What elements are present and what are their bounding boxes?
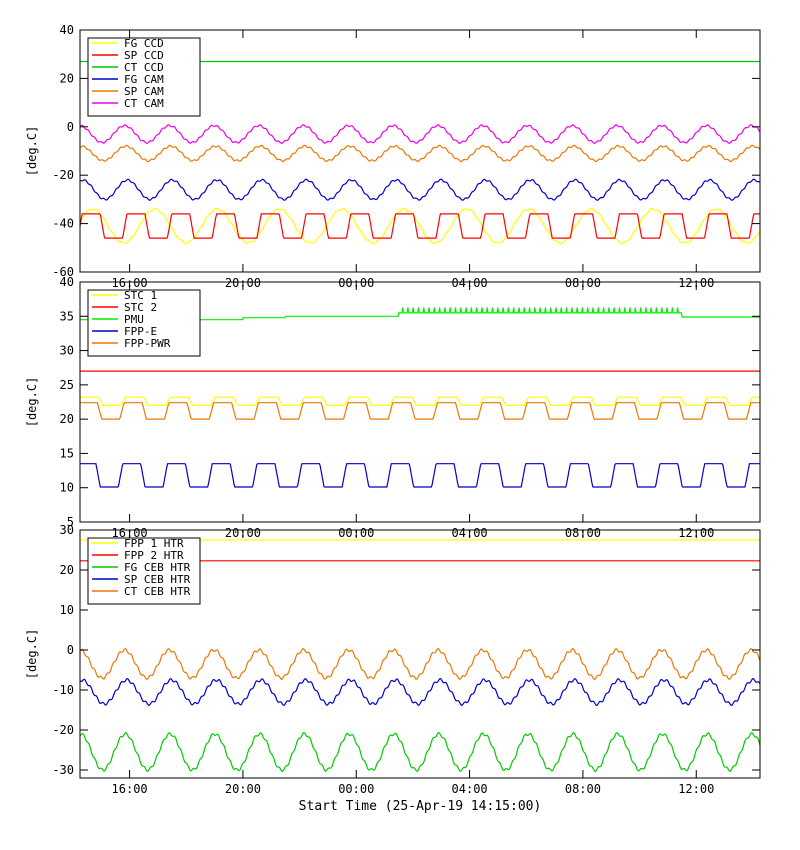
legend-entry: SP CAM [124,85,164,98]
series-line-fg-ccd [80,207,760,245]
y-tick-label: 20 [60,563,74,577]
legend-entry: SP CCD [124,49,164,62]
plot-frame [79,281,761,523]
legend-entry: SP CEB HTR [124,573,191,586]
series-line-sp-ccd [80,213,760,239]
y-tick-label: 35 [60,309,74,323]
legend-entry: FPP-PWR [124,337,171,350]
y-tick-label: 30 [60,344,74,358]
y-tick-label: -30 [52,763,74,777]
y-tick-label: 40 [60,23,74,37]
x-tick-label: 04:00 [452,782,488,796]
legend-entry: PMU [124,313,144,326]
y-tick-label: -60 [52,265,74,279]
y-tick-label: 30 [60,523,74,537]
y-tick-label: -10 [52,683,74,697]
legend-box [87,289,201,357]
y-tick-label: 0 [67,643,74,657]
x-tick-label: 08:00 [565,782,601,796]
y-tick-label: 25 [60,378,74,392]
y-tick-label: 40 [60,275,74,289]
y-tick-label: 20 [60,71,74,85]
y-tick-label: -20 [52,723,74,737]
x-tick-label: 20:00 [225,782,261,796]
x-tick-label: 00:00 [338,782,374,796]
legend-entry: FPP 1 HTR [124,537,184,550]
series-line-ct-cam [80,124,760,145]
series-line-sp-cam [80,144,760,163]
legend-entry: FPP 2 HTR [124,549,184,562]
y-axis-label: [deg.C] [25,126,39,177]
plot-frame [79,29,761,273]
y-tick-label: 5 [67,515,74,529]
series-line-fg-ceb-htr [80,731,760,773]
series-line-fpp-pwr [80,402,760,420]
legend-entry: CT CCD [124,61,164,74]
series-line-ct-ceb-htr [80,647,760,681]
legend-entry: FG CEB HTR [124,561,191,574]
y-tick-label: 0 [67,120,74,134]
y-axis-label: [deg.C] [25,629,39,680]
y-axis-label: [deg.C] [25,377,39,428]
panel-3: 30 20 10 0 -10 -20 -30 16:00 20:00 00:00 04:00 08:0… [25,523,761,796]
x-axis-label: Start Time (25-Apr-19 14:15:00) [299,799,542,814]
legend-entry: FG CCD [124,37,164,50]
legend-entry: STC 2 [124,301,157,314]
y-tick-label: 20 [60,412,74,426]
y-tick-label: 10 [60,603,74,617]
legend-box [87,537,201,605]
y-tick-label: -20 [52,168,74,182]
y-tick-label: 15 [60,446,74,460]
x-tick-label: 16:00 [112,782,148,796]
legend-entry: CT CEB HTR [124,585,191,598]
series-line-sp-ceb-htr [80,677,760,707]
legend-entry: FPP-E [124,325,157,338]
x-tick-label: 12:00 [678,782,714,796]
plot-frame [79,529,761,779]
legend-entry: FG CAM [124,73,164,86]
y-tick-label: 10 [60,481,74,495]
series-line-stc-1 [80,396,760,406]
series-line-fg-cam [80,178,760,201]
legend-entry: CT CAM [124,97,164,110]
y-tick-label: -40 [52,217,74,231]
legend-entry: STC 1 [124,289,157,302]
series-line-fpp-e [80,463,760,488]
